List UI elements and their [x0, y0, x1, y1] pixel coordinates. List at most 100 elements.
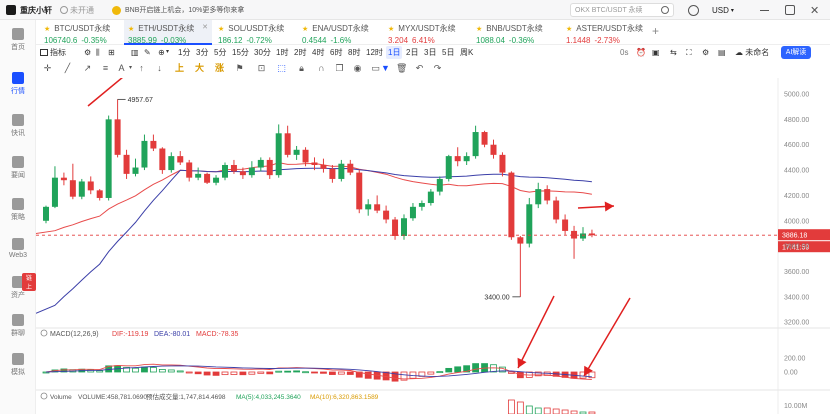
notification-button[interactable]: [688, 0, 699, 20]
eye-icon[interactable]: ◉: [353, 63, 362, 73]
undo-icon[interactable]: ↶: [415, 63, 424, 73]
candle-body: [508, 172, 515, 238]
sidebar-item-simulate[interactable]: 模拟: [0, 353, 36, 377]
draw-icon[interactable]: ✎: [144, 48, 151, 57]
zoom-icon[interactable]: ⊕: [158, 48, 165, 57]
interval-5d[interactable]: 5日: [442, 48, 455, 57]
interval-3d[interactable]: 3日: [424, 48, 437, 57]
interval-3m[interactable]: 3分: [196, 48, 209, 57]
candle-body: [383, 210, 390, 220]
candle-body: [526, 204, 533, 244]
trash-icon[interactable]: 🗑︎: [396, 63, 408, 73]
template-select[interactable]: ☁ 未命名: [733, 46, 771, 59]
sidebar-item-headlines[interactable]: 要闻: [0, 156, 36, 180]
magnet-icon[interactable]: ∩: [318, 63, 325, 73]
camera-icon[interactable]: ▣: [652, 48, 660, 57]
minimize-button[interactable]: [760, 0, 769, 20]
search-input[interactable]: OKX BTC/USDT 永续: [570, 3, 674, 17]
price-tick-label: 4600.00: [784, 142, 809, 149]
sidebar-item-strategy[interactable]: 策略: [0, 198, 36, 222]
sidebar-item-flash[interactable]: 快讯: [0, 114, 36, 138]
ticker-tab[interactable]: ★ MYX/USDT永续 3.204 6.41%: [384, 20, 472, 45]
trendline-icon[interactable]: ╱: [64, 63, 71, 73]
ticker-tab[interactable]: ★ ENA/USDT永续 0.4544 -1.6%: [298, 20, 384, 45]
indicator-button[interactable]: 指标: [38, 46, 68, 59]
ad-banner[interactable]: BNB开启链上机会，10%更多等你来拿: [112, 0, 244, 20]
ma-short-line: [36, 162, 592, 234]
sidebar-item-web3[interactable]: Web3: [0, 238, 36, 259]
interval-15m[interactable]: 15分: [232, 48, 249, 57]
price-chart[interactable]: 3886.18 17:41:59 4957.67 3400.00 5000.00 480…: [36, 78, 830, 414]
maximize-button[interactable]: [785, 0, 795, 20]
grid-icon[interactable]: ⊞: [108, 48, 115, 57]
add-tab-button[interactable]: +: [652, 24, 660, 38]
gear-icon[interactable]: ⚙: [702, 48, 710, 57]
sidebar-item-assets[interactable]: 链上 资产: [0, 273, 36, 300]
ticker-tab[interactable]: ★ BNB/USDT永续 1088.04 -0.36%: [472, 20, 562, 45]
chevron-down-icon[interactable]: ▾: [128, 65, 132, 71]
ai-analyze-button[interactable]: AI解读: [781, 46, 811, 59]
parallel-channel-icon[interactable]: ≡: [102, 63, 109, 73]
interval-1h[interactable]: 1时: [276, 48, 289, 57]
tool-big-text[interactable]: 大: [194, 63, 204, 73]
interval-1m[interactable]: 1分: [178, 48, 191, 57]
candle-body: [51, 177, 58, 207]
tool-up-text[interactable]: 上: [174, 63, 184, 73]
hide-icon[interactable]: ▭: [371, 63, 380, 73]
layout-icon[interactable]: ▤: [718, 48, 726, 57]
macd-bar: [257, 371, 265, 374]
lock-icon[interactable]: 🔒︎: [299, 63, 304, 73]
columns-icon[interactable]: ⫼: [96, 48, 100, 57]
interval-8h[interactable]: 8时: [348, 48, 361, 57]
interval-12h[interactable]: 12时: [366, 48, 383, 57]
interval-1w[interactable]: 周K: [460, 48, 474, 57]
text-icon[interactable]: A: [118, 63, 125, 73]
chart-type-icon[interactable]: ▥: [131, 48, 139, 57]
select-icon[interactable]: ⬚: [277, 63, 286, 73]
tool-rise-text[interactable]: 涨: [214, 63, 224, 73]
app-brand[interactable]: 重庆小轩: [6, 0, 52, 20]
close-tab-icon[interactable]: ✕: [202, 24, 208, 31]
interval-30m[interactable]: 30分: [254, 48, 271, 57]
macd-bar: [311, 371, 318, 374]
candle-body: [150, 140, 157, 149]
filter-icon[interactable]: ▼: [381, 63, 390, 73]
candle-body: [463, 156, 470, 162]
ticker-tab[interactable]: ★ SOL/USDT永续 186.12 -0.72%: [212, 20, 298, 45]
ticker-tab[interactable]: ★ BTC/USDT永续 106740.6 -0.35%: [40, 20, 124, 45]
flag-icon[interactable]: ⚑: [235, 63, 244, 73]
compare-icon[interactable]: ⇆: [670, 48, 677, 57]
interval-6h[interactable]: 6时: [330, 48, 343, 57]
fullscreen-icon[interactable]: ⛶: [686, 48, 692, 57]
ticker-tab-active[interactable]: ★ ETH/USDT永续 3885.99 -0.03% ✕: [124, 20, 212, 45]
close-button[interactable]: ✕: [810, 0, 819, 20]
account-status[interactable]: 未开通: [60, 0, 94, 20]
macd-bar: [445, 367, 453, 373]
copy-icon[interactable]: ❐: [335, 63, 344, 73]
ray-icon[interactable]: ↗: [83, 63, 92, 73]
sidebar-item-home[interactable]: 首页: [0, 28, 36, 52]
candle-body: [517, 237, 524, 244]
settings-icon[interactable]: ⚙: [84, 48, 92, 57]
interval-2d[interactable]: 2日: [406, 48, 419, 57]
macd-bar: [167, 369, 175, 373]
currency-select[interactable]: USD ▾: [712, 0, 734, 20]
ticker-tab[interactable]: ★ ASTER/USDT永续 1.1448 -2.73%: [562, 20, 652, 45]
arrow-down-icon[interactable]: ↓: [157, 63, 162, 73]
price-tick-label: 4800.00: [784, 117, 809, 124]
chevron-down-icon[interactable]: ▾: [166, 49, 170, 55]
ticker-change: -0.35%: [81, 36, 107, 45]
sidebar-item-market[interactable]: 行情: [0, 72, 36, 96]
candle-body: [347, 163, 354, 173]
candle-body: [392, 219, 399, 236]
interval-2h[interactable]: 2时: [294, 48, 307, 57]
interval-1d[interactable]: 1日: [386, 46, 403, 59]
interval-4h[interactable]: 4时: [312, 48, 325, 57]
cursor-icon[interactable]: ✛: [43, 63, 52, 73]
arrow-up-icon[interactable]: ↑: [139, 63, 144, 73]
alarm-icon[interactable]: ⏰: [636, 48, 646, 57]
redo-icon[interactable]: ↷: [433, 63, 442, 73]
sidebar-item-chat[interactable]: 群聊: [0, 314, 36, 338]
measure-icon[interactable]: ⊡: [257, 63, 266, 73]
interval-5m[interactable]: 5分: [214, 48, 227, 57]
